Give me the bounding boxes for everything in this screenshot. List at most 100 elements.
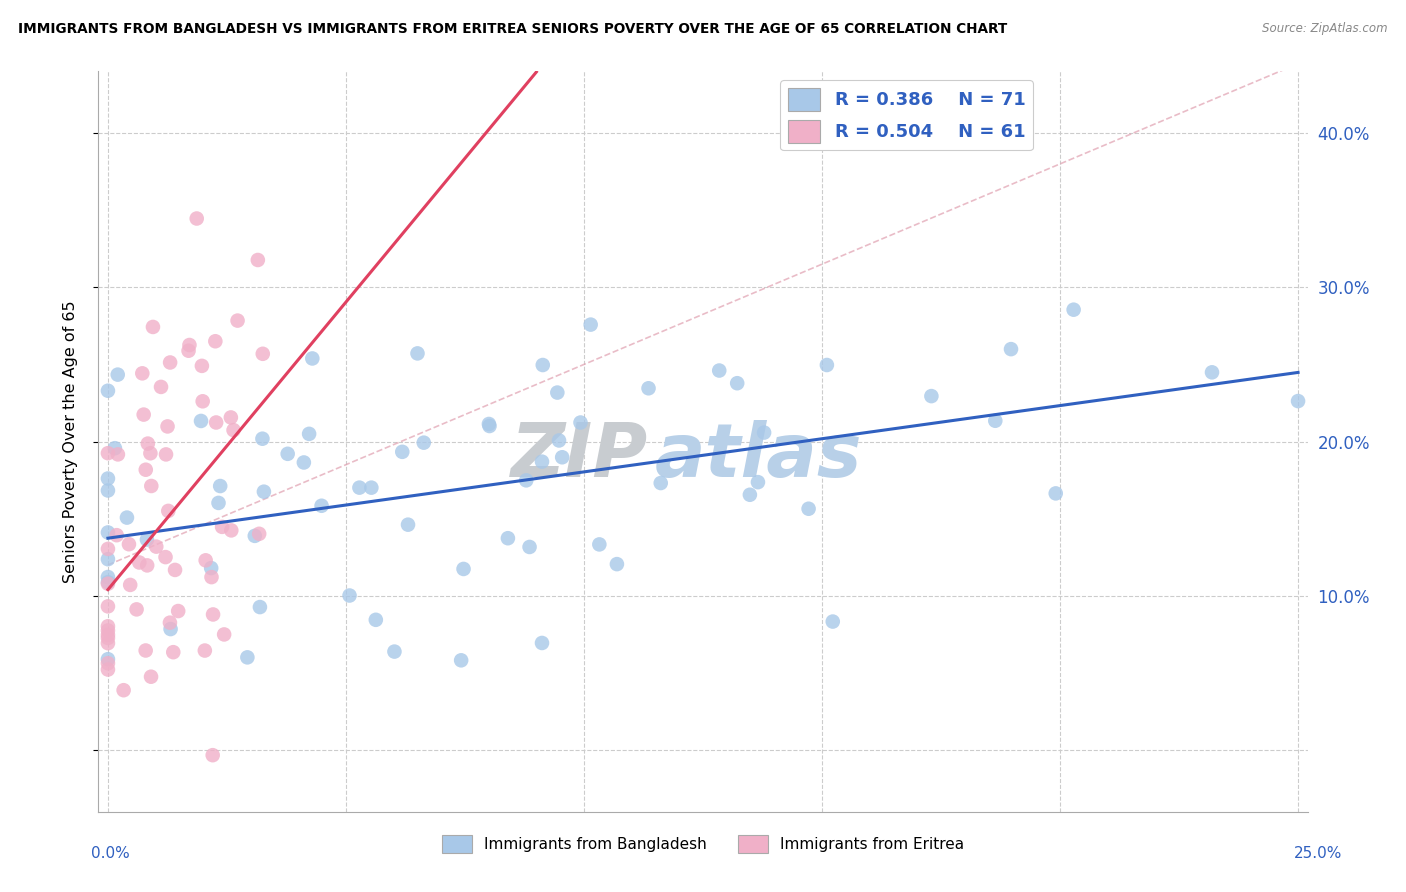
Point [406, 346, 429, 360]
Point [155, 550, 177, 565]
Point [588, 537, 610, 551]
Point [97, 663, 120, 677]
Point [815, 358, 838, 372]
Point [135, 643, 157, 657]
Point [97, 384, 120, 398]
Point [159, 615, 181, 630]
Point [97, 599, 120, 614]
Point [530, 455, 553, 469]
Point [569, 416, 592, 430]
Point [339, 589, 361, 603]
Point [1000, 342, 1022, 356]
Point [243, 529, 266, 543]
Point [115, 510, 138, 524]
Point [107, 368, 129, 382]
Point [97, 816, 120, 830]
Point [478, 419, 501, 434]
Point [141, 479, 163, 493]
Point [136, 558, 159, 573]
Point [349, 481, 371, 495]
Point [159, 622, 181, 636]
Point [252, 432, 274, 446]
Point [252, 347, 274, 361]
Point [277, 447, 299, 461]
Point [177, 343, 200, 358]
Point [194, 643, 217, 657]
Point [984, 414, 1007, 428]
Point [97, 628, 120, 642]
Point [201, 748, 224, 763]
Point [249, 600, 271, 615]
Point [125, 602, 148, 616]
Point [97, 575, 120, 590]
Text: atlas: atlas [655, 420, 862, 493]
Point [212, 627, 235, 641]
Point [139, 670, 162, 684]
Point [179, 338, 201, 352]
Point [120, 578, 142, 592]
Point [821, 615, 844, 629]
Y-axis label: Seniors Poverty Over the Age of 65: Seniors Poverty Over the Age of 65 [63, 301, 77, 582]
Point [205, 416, 228, 430]
Point [128, 556, 150, 570]
Point [97, 483, 120, 498]
Point [155, 447, 177, 461]
Text: 25.0%: 25.0% [1295, 846, 1343, 861]
Point [298, 426, 321, 441]
Point [191, 359, 214, 373]
Point [747, 475, 769, 490]
Point [163, 563, 186, 577]
Point [1045, 486, 1067, 500]
Point [132, 408, 155, 422]
Point [292, 455, 315, 469]
Point [797, 501, 820, 516]
Point [150, 380, 173, 394]
Point [519, 540, 541, 554]
Point [247, 526, 270, 541]
Point [450, 653, 472, 667]
Point [200, 561, 222, 575]
Point [551, 450, 574, 465]
Point [246, 252, 269, 267]
Point [709, 363, 731, 377]
Point [496, 531, 519, 545]
Point [221, 524, 243, 538]
Point [725, 376, 748, 391]
Text: IMMIGRANTS FROM BANGLADESH VS IMMIGRANTS FROM ERITREA SENIORS POVERTY OVER THE A: IMMIGRANTS FROM BANGLADESH VS IMMIGRANTS… [18, 22, 1008, 37]
Legend: Immigrants from Bangladesh, Immigrants from Eritrea: Immigrants from Bangladesh, Immigrants f… [436, 829, 970, 860]
Point [136, 533, 159, 547]
Point [97, 636, 120, 650]
Point [207, 496, 229, 510]
Point [105, 528, 128, 542]
Point [360, 481, 382, 495]
Point [190, 414, 212, 428]
Point [191, 394, 214, 409]
Text: ZIP: ZIP [512, 420, 648, 493]
Point [548, 434, 571, 448]
Point [301, 351, 323, 366]
Point [209, 479, 232, 493]
Point [97, 570, 120, 584]
Point [112, 683, 135, 698]
Point [311, 499, 333, 513]
Point [204, 334, 226, 349]
Point [118, 537, 141, 551]
Point [107, 447, 129, 461]
Point [97, 471, 120, 485]
Point [364, 613, 387, 627]
Point [546, 385, 568, 400]
Point [606, 557, 628, 571]
Point [159, 355, 181, 369]
Point [531, 358, 554, 372]
Point [752, 425, 775, 440]
Point [142, 320, 165, 334]
Point [530, 636, 553, 650]
Point [202, 607, 225, 622]
Point [131, 367, 153, 381]
Point [97, 446, 120, 460]
Point [97, 624, 120, 638]
Point [135, 463, 157, 477]
Point [97, 631, 120, 645]
Point [97, 541, 120, 556]
Point [391, 445, 413, 459]
